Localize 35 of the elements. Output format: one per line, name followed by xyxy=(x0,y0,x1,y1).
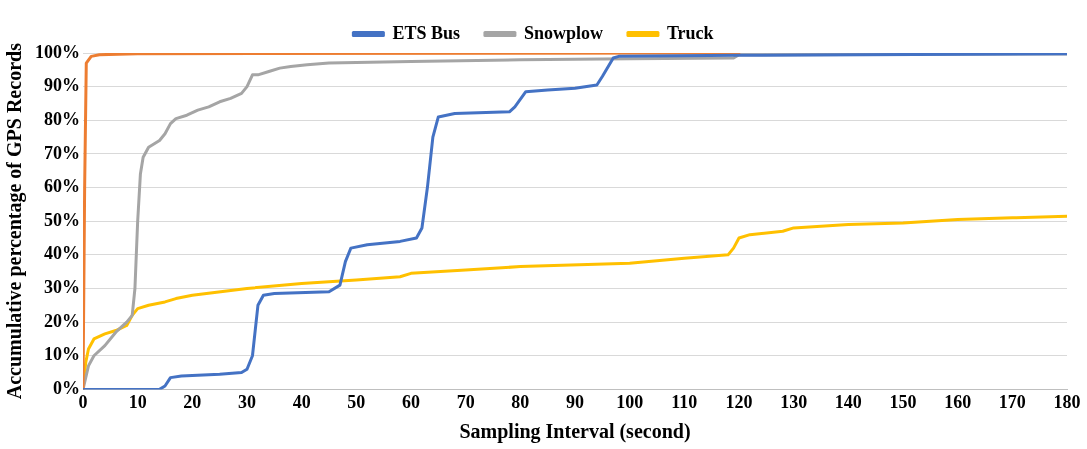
x-tick-label: 100 xyxy=(616,391,644,412)
y-tick-label: 40% xyxy=(44,243,80,264)
x-tick-label: 180 xyxy=(1053,391,1081,412)
x-tick-label: 80 xyxy=(511,391,530,412)
y-axis-title: Accumulative percentage of GPS Records xyxy=(3,42,27,400)
x-tick-label: 70 xyxy=(456,391,475,412)
y-tick-label: 70% xyxy=(44,142,80,163)
x-tick-label: 30 xyxy=(238,391,256,412)
x-tick-label: 10 xyxy=(128,391,147,412)
legend-label: Snowplow xyxy=(523,22,603,43)
x-tick-label: 40 xyxy=(292,391,311,412)
x-tick-label: 150 xyxy=(889,391,917,412)
x-tick-label: 0 xyxy=(78,391,88,412)
x-axis-title: Sampling Interval (second) xyxy=(459,420,691,444)
x-tick-label: 110 xyxy=(671,391,698,412)
y-tick-label: 30% xyxy=(44,277,80,298)
y-tick-label: 10% xyxy=(44,344,80,365)
x-tick-label: 170 xyxy=(998,391,1026,412)
y-tick-label: 90% xyxy=(44,75,80,96)
y-tick-label: 100% xyxy=(35,41,80,62)
x-tick-label: 90 xyxy=(566,391,584,412)
y-tick-label: 0% xyxy=(53,378,80,399)
x-tick-label: 140 xyxy=(834,391,862,412)
x-tick-label: 160 xyxy=(944,391,972,412)
x-tick-label: 130 xyxy=(780,391,808,412)
x-tick-label: 20 xyxy=(183,391,202,412)
x-tick-label: 50 xyxy=(347,391,366,412)
y-tick-label: 80% xyxy=(44,108,80,129)
x-tick-label: 60 xyxy=(402,391,420,412)
legend-label: Truck xyxy=(666,22,714,43)
y-tick-label: 20% xyxy=(44,310,80,331)
legend-label: ETS Bus xyxy=(392,22,460,43)
x-tick-label: 120 xyxy=(725,391,753,412)
y-tick-label: 60% xyxy=(44,176,80,197)
y-tick-label: 50% xyxy=(44,209,80,230)
